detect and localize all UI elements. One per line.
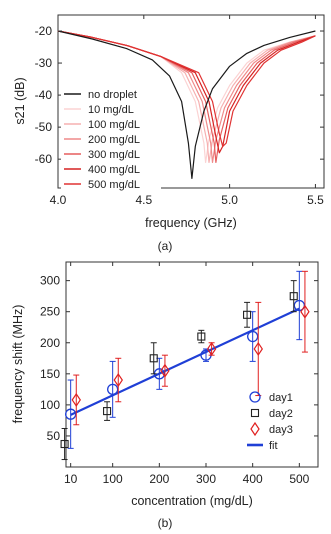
panel-b-caption: (b) (158, 516, 173, 530)
legend-label: day1 (269, 392, 293, 404)
legend-label: 400 mg/dL (88, 164, 140, 176)
data-point-diamond (300, 304, 310, 319)
data-point-diamond (253, 341, 263, 357)
data-point-diamond (113, 372, 123, 388)
data-point-square (149, 354, 158, 363)
panel-b-y-tick-label: 100 (40, 398, 60, 412)
panel-a-x-axis-label: frequency (GHz) (145, 216, 237, 230)
panel-b-data-points (60, 270, 310, 461)
panel-a-x-tick-label: 4.0 (50, 193, 67, 207)
data-point-circle (247, 330, 259, 343)
panel-b-y-tick-label: 250 (40, 305, 60, 319)
panel-b-x-tick-label: 100 (103, 472, 123, 486)
panel-a-plot-frame (57, 14, 325, 189)
panel-b-y-tick-label: 150 (40, 367, 60, 381)
legend-label: day3 (269, 424, 293, 436)
panel-b-legend: day1 day2 day3 fit (247, 391, 293, 452)
panel-a-y-tick-label: -40 (35, 88, 53, 102)
legend-label: 10 mg/dL (88, 104, 134, 116)
legend-label: 100 mg/dL (88, 119, 140, 131)
panel-b-fit-line (70, 307, 300, 416)
panel-b-x-tick-label: 400 (243, 472, 263, 486)
panel-a-y-tick-label: -50 (35, 120, 53, 134)
panel-b-y-tick-label: 50 (47, 429, 61, 443)
panel-b-x-tick-label: 500 (289, 472, 309, 486)
panel-a-legend: no droplet 10 mg/dL 100 mg/dL 200 mg/dL 300 … (61, 85, 161, 191)
legend-label: no droplet (88, 89, 137, 101)
panel-b-x-axis-label: concentration (mg/dL) (131, 494, 253, 508)
data-point-square (289, 292, 298, 301)
data-point-square (197, 332, 206, 341)
legend-label: 200 mg/dL (88, 134, 140, 146)
panel-a-y-axis-label: s21 (dB) (13, 77, 27, 124)
data-point-circle (249, 391, 261, 403)
series-line-no-droplet (57, 30, 316, 179)
panel-b-ticks: 10 100 200 300 400 500 50 100 150 200 250 300 (40, 262, 318, 486)
data-point-diamond (206, 341, 217, 357)
data-point-circle (65, 408, 77, 420)
data-point-diamond (250, 421, 260, 437)
panel-a-x-tick-label: 5.0 (221, 193, 238, 207)
panel-a-caption: (a) (158, 239, 173, 253)
legend-label: 300 mg/dL (88, 149, 140, 161)
panel-a-x-tick-label: 4.5 (135, 193, 152, 207)
legend-label: day2 (269, 408, 293, 420)
panel-a-y-tick-label: -60 (35, 152, 53, 166)
legend-label: fit (269, 440, 278, 452)
panel-b-x-tick-label: 10 (64, 472, 78, 486)
panel-a-x-tick-label: 5.5 (307, 193, 324, 207)
data-point-circle (107, 383, 119, 395)
data-point-square (60, 439, 69, 449)
panel-b-x-tick-label: 200 (149, 472, 169, 486)
panel-b-x-tick-label: 300 (196, 472, 216, 486)
series-line-500-mg-dl (57, 30, 316, 147)
data-point-square (103, 407, 112, 416)
data-point-diamond (71, 392, 81, 407)
panel-b-y-tick-label: 200 (40, 336, 60, 350)
legend-label: 500 mg/dL (88, 179, 140, 191)
panel-b-y-axis-label: frequency shift (MHz) (11, 305, 25, 424)
data-point-square (243, 310, 252, 319)
panel-b-plot-frame (65, 261, 319, 468)
panel-a-y-tick-label: -20 (35, 24, 53, 38)
panel-a-series-lines (57, 30, 316, 179)
fit-line (70, 307, 300, 416)
data-point-square (250, 408, 260, 418)
panel-b-y-tick-label: 300 (40, 274, 60, 288)
panel-a-legend-background (61, 85, 161, 189)
panel-a: 4.0 4.5 5.0 5.5 -20 -30 -40 -50 -60 no droplet 10… (13, 14, 325, 253)
data-point-circle (293, 299, 305, 312)
data-point-diamond (160, 363, 170, 378)
panel-a-y-tick-label: -30 (35, 56, 53, 70)
